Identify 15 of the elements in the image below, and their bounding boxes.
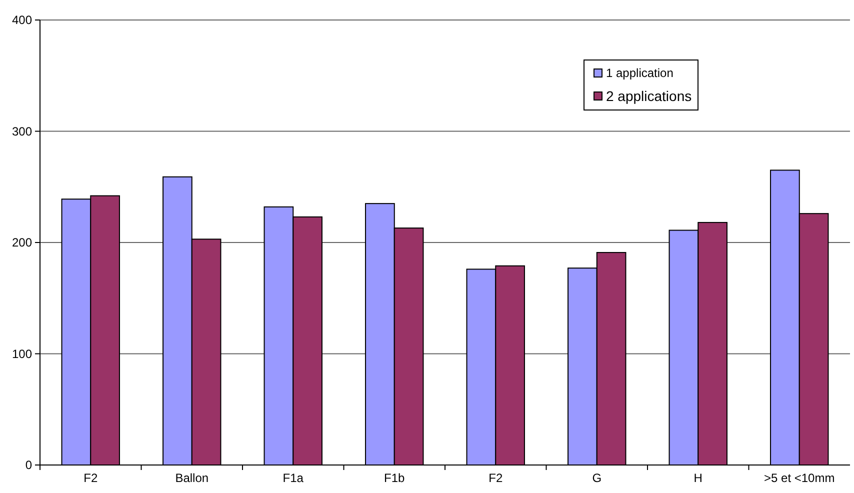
- y-tick-label: 200: [12, 236, 32, 250]
- y-tick-label: 400: [12, 13, 32, 28]
- x-tick-label: Ballon: [175, 471, 209, 485]
- x-tick-label: H: [694, 471, 702, 485]
- legend-label: 1 application: [606, 66, 674, 80]
- y-tick-label: 100: [12, 346, 32, 361]
- y-tick-label: 300: [12, 124, 32, 138]
- y-tick-label: 0: [25, 458, 32, 472]
- x-tick-label: G: [592, 471, 602, 485]
- x-tick-label: >5 et <10mm: [764, 471, 835, 485]
- x-tick-label: F2: [488, 471, 503, 485]
- x-tick-label: F1a: [282, 471, 304, 485]
- x-tick-label: F1b: [384, 471, 406, 485]
- legend-label: 2 applications: [606, 88, 692, 104]
- x-tick-label: F2: [84, 471, 98, 485]
